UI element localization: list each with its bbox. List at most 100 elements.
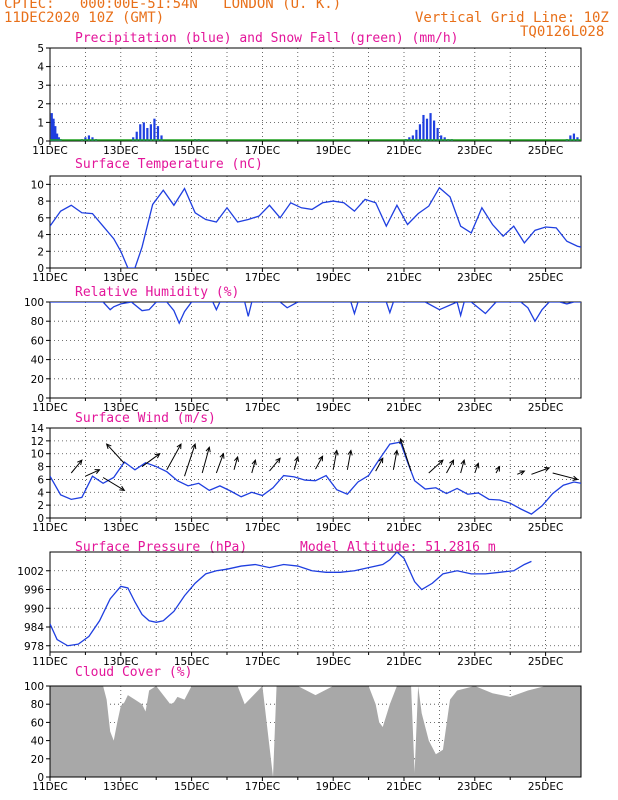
wind-arrow: [315, 456, 324, 470]
wind-arrow-head: [495, 465, 501, 472]
x-tick-label: 15DEC: [174, 656, 209, 668]
wind-arrow-head: [154, 453, 161, 459]
wind-arrow: [399, 438, 412, 472]
x-tick-label: 13DEC: [103, 522, 138, 534]
wind-arrow: [166, 443, 182, 471]
y-tick-label: 20: [31, 374, 44, 386]
wind-arrow: [552, 472, 578, 480]
panel-frame: [49, 301, 582, 399]
precip-bar: [153, 118, 156, 141]
wind-arrow: [375, 457, 384, 472]
panel-frame-overlay: [49, 685, 582, 778]
precip-bar: [425, 118, 429, 141]
x-tick-label: 11DEC: [32, 522, 67, 534]
x-tick-label: 23DEC: [457, 402, 492, 414]
precip-bar: [572, 133, 576, 141]
precip-bar: [87, 135, 91, 141]
panel-title: Cloud Cover (%): [75, 665, 192, 680]
wind-arrow-head: [94, 469, 101, 474]
x-tick-label: 19DEC: [315, 522, 350, 534]
y-tick-label: 60: [31, 717, 44, 729]
wind-arrow: [269, 457, 281, 472]
x-tick-label: 17DEC: [245, 781, 280, 793]
precip-bar: [50, 113, 53, 141]
wind-arrow: [293, 456, 299, 470]
y-tick-label: 12: [31, 436, 44, 448]
wind-arrow-head: [393, 449, 399, 456]
precip-bar: [160, 135, 163, 141]
precip-bar: [132, 137, 135, 141]
panel-title: Relative Humidity (%): [75, 285, 239, 300]
x-tick-label: 13DEC: [103, 145, 138, 157]
y-tick-label: 8: [37, 462, 44, 474]
x-tick-label: 17DEC: [245, 145, 280, 157]
y-tick-label: 978: [24, 641, 44, 653]
y-tick-label: 4: [37, 62, 44, 74]
precip-bar: [576, 137, 579, 141]
wind-arrow: [184, 443, 196, 477]
wind-arrow: [233, 456, 239, 470]
y-tick-label: 100: [24, 297, 44, 309]
wind-arrow-head: [474, 462, 480, 469]
x-tick-label: 11DEC: [32, 272, 67, 284]
x-tick-label: 11DEC: [32, 656, 67, 668]
x-tick-label: 21DEC: [386, 145, 421, 157]
x-tick-label: 23DEC: [457, 781, 492, 793]
x-tick-label: 23DEC: [457, 656, 492, 668]
cloud-cover-area: [50, 686, 581, 777]
y-tick-label: 0: [37, 772, 44, 784]
wind-arrow: [346, 450, 352, 470]
x-tick-label: 13DEC: [103, 272, 138, 284]
panel-title: Precipitation (blue) and Snow Fall (gree…: [75, 31, 459, 46]
wind-arrow: [201, 447, 210, 474]
x-tick-label: 21DEC: [386, 402, 421, 414]
precip-bar: [569, 135, 572, 141]
precip-bar: [418, 124, 422, 141]
y-tick-label: 1: [37, 117, 44, 129]
wind-arrow-head: [205, 446, 211, 453]
x-tick-label: 19DEC: [315, 781, 350, 793]
precip-bar: [54, 126, 57, 141]
y-tick-label: 6: [37, 213, 44, 225]
precip-bar: [57, 137, 60, 141]
x-tick-label: 13DEC: [103, 656, 138, 668]
x-tick-label: 19DEC: [315, 145, 350, 157]
precip-bar: [432, 120, 436, 141]
x-tick-label: 19DEC: [315, 402, 350, 414]
wind-arrow: [332, 450, 338, 470]
wind-arrow-head: [119, 485, 126, 491]
precip-bar: [91, 137, 94, 141]
wind-arrow: [446, 459, 454, 474]
precip-bar: [55, 133, 59, 141]
precip-bar: [436, 127, 439, 141]
precip-bar: [142, 122, 145, 141]
y-tick-label: 984: [24, 622, 44, 634]
wind-arrow-head: [378, 457, 384, 464]
wind-arrow-head: [318, 455, 324, 462]
x-tick-label: 21DEC: [386, 272, 421, 284]
panel-6: Cloud Cover (%) 0 20 40 60 80 100 11DEC 13DEC 15D…: [24, 665, 582, 793]
x-tick-label: 17DEC: [245, 656, 280, 668]
wind-arrow-head: [233, 455, 240, 462]
wind-arrow-head: [251, 459, 257, 466]
y-tick-label: 40: [31, 736, 44, 748]
x-tick-label: 15DEC: [174, 781, 209, 793]
x-tick-label: 17DEC: [245, 402, 280, 414]
panel-frame: [49, 175, 582, 269]
wind-arrow-head: [572, 475, 579, 481]
y-tick-label: 60: [31, 335, 44, 347]
y-tick-label: 8: [37, 196, 44, 208]
header-model-id: TQ0126L028: [520, 24, 605, 40]
y-tick-label: 0: [37, 263, 44, 275]
precip-bar: [408, 137, 411, 141]
wind-arrow-head: [105, 443, 112, 450]
wind-arrow-head: [438, 459, 444, 465]
y-tick-label: 0: [37, 136, 44, 148]
wind-arrow-head: [191, 442, 197, 450]
y-tick-label: 0: [37, 393, 44, 405]
y-tick-label: 80: [31, 316, 44, 328]
wind-arrow: [102, 477, 125, 491]
x-tick-label: 21DEC: [386, 656, 421, 668]
